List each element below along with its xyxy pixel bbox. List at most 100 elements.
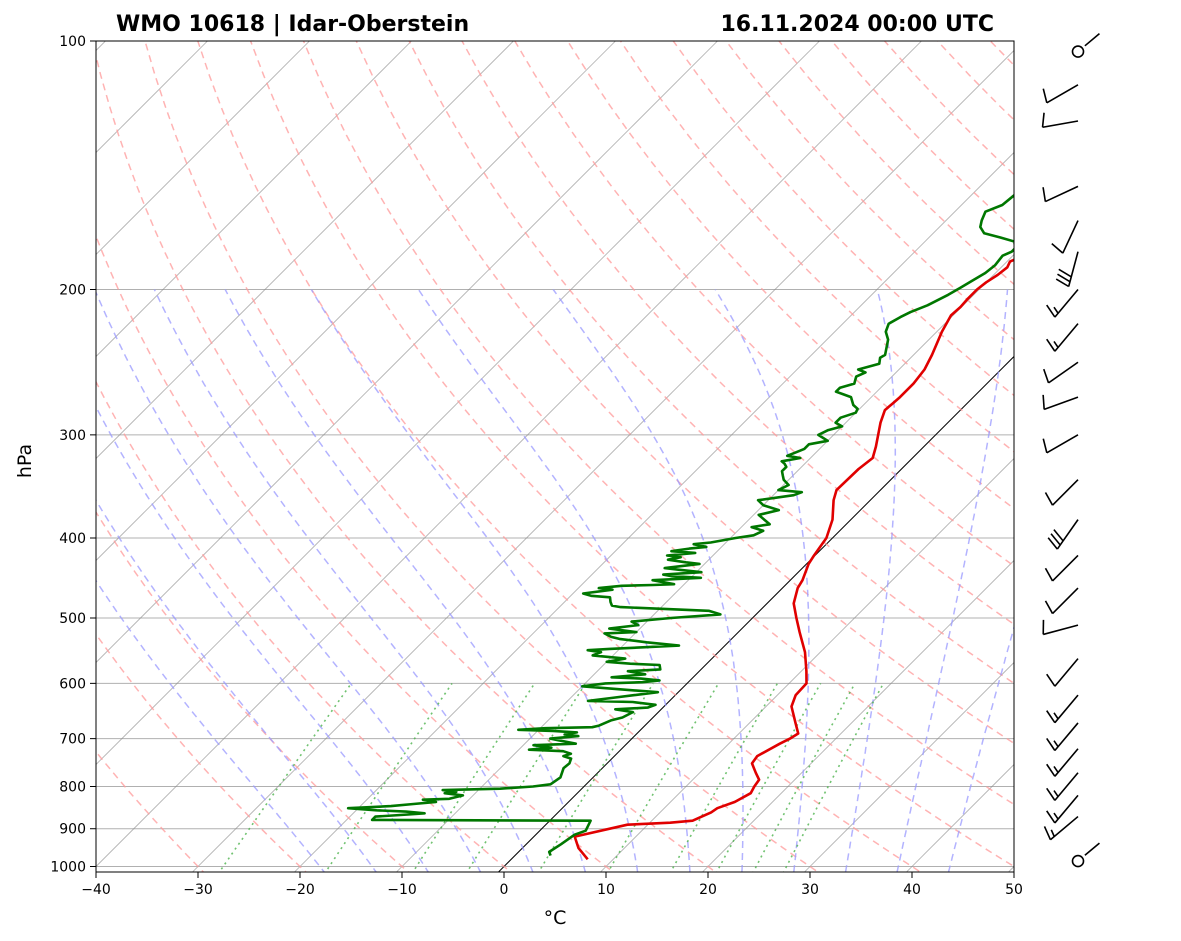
isotherm (96, 41, 514, 460)
x-tick-label: −20 (285, 882, 315, 898)
barb-staff (1049, 815, 1079, 841)
barb-half-flag (1053, 765, 1059, 773)
dry-adiabat (884, 41, 1014, 176)
wind-barb (1046, 748, 1079, 777)
wind-barb (1046, 288, 1079, 318)
y-tick-label: 900 (59, 822, 86, 838)
dry-adiabat (144, 41, 820, 872)
calm-circle (1071, 45, 1085, 58)
moist-adiabat (552, 289, 744, 872)
x-tick-label: 0 (500, 882, 509, 898)
dry-adiabat (514, 41, 1014, 567)
isotherm (96, 41, 922, 868)
dry-adiabat (672, 41, 1014, 397)
barb-flag (1050, 533, 1061, 546)
y-tick-label: 200 (59, 283, 86, 299)
barb-staff (1048, 361, 1079, 384)
dry-adiabat (249, 41, 1014, 868)
barb-flag (1044, 600, 1054, 614)
x-axis-label: °C (544, 907, 567, 929)
wind-barb (1046, 772, 1079, 801)
barb-staff (1054, 748, 1079, 777)
dry-adiabat (725, 41, 1014, 341)
barb-staff (1046, 434, 1079, 454)
mixing-ratio-line (752, 683, 856, 872)
wind-barb (1046, 794, 1079, 824)
barb-half-flag (1053, 306, 1059, 314)
barb-staff (1054, 288, 1079, 318)
y-tick-label: 300 (59, 428, 86, 444)
barb-staff (1051, 587, 1079, 615)
barb-flag (1055, 278, 1070, 288)
y-axis-ticks: 100 200 300 400 500 600 700 800 900 1000 (50, 34, 96, 876)
wind-barb (1042, 434, 1079, 454)
dry-adiabat (566, 41, 1014, 510)
moist-adiabat (96, 579, 326, 872)
isotherm (96, 41, 616, 562)
barb-half-flag (1053, 712, 1059, 720)
calm-circle (1071, 854, 1085, 868)
barb-flag (1042, 438, 1048, 454)
moist-adiabat (417, 289, 691, 872)
barb-staff (1054, 658, 1079, 687)
mixing-ratio-line (715, 683, 822, 872)
moist-adiabat (714, 289, 810, 872)
wind-barbs (1041, 32, 1100, 868)
x-axis-ticks: −40 −30 −20 −10 0 10 20 30 40 50 (81, 872, 1023, 898)
datetime-title: 16.11.2024 00:00 UTC (720, 12, 994, 37)
dry-adiabat (355, 41, 1014, 745)
dry-adiabat (1096, 41, 1181, 884)
dry-adiabat (936, 41, 1014, 121)
mixing-ratio-line (669, 682, 779, 872)
moist-adiabat (96, 290, 482, 872)
moist-adiabat (844, 289, 897, 872)
wind-barb (1042, 394, 1079, 411)
barb-staff (1056, 519, 1079, 550)
x-tick-label: −40 (81, 882, 111, 898)
temperature-profile (573, 258, 1014, 861)
dry-adiabat (96, 234, 615, 872)
isotherm (96, 41, 412, 358)
moist-adiabat (947, 624, 1014, 872)
wind-barb (1047, 519, 1079, 550)
barb-staff (1045, 185, 1079, 203)
barb-staff (1042, 120, 1079, 129)
y-tick-label: 100 (59, 34, 86, 50)
wind-barb (1043, 815, 1079, 841)
barb-flag (1044, 567, 1054, 582)
isotherm (905, 763, 1014, 872)
x-tick-label: 40 (903, 882, 921, 898)
barb-staff (1054, 694, 1079, 724)
barb-flag (1046, 710, 1056, 724)
barb-flag (1046, 673, 1056, 687)
dry-adiabat (1149, 41, 1181, 884)
barb-flag (1041, 112, 1045, 128)
barb-staff (1062, 220, 1079, 254)
mixing-ratio-line (607, 682, 720, 872)
barb-half-flag (1053, 812, 1059, 820)
barb-flag (1046, 304, 1056, 318)
barb-flag (1042, 187, 1047, 202)
isotherm (191, 49, 1014, 872)
isotherm (395, 253, 1014, 872)
isotherm (599, 457, 1014, 872)
dry-adiabat (96, 53, 717, 872)
barb-staff (1084, 32, 1100, 47)
barb-half-flag (1053, 740, 1059, 748)
moist-adiabat (310, 289, 639, 872)
plot-frame (95, 40, 1015, 873)
x-tick-label: −10 (387, 882, 417, 898)
barb-flag (1046, 787, 1056, 801)
barb-staff (1043, 624, 1079, 636)
dry-adiabat (96, 633, 307, 872)
moist-adiabat (153, 289, 534, 872)
moist-adiabat (96, 405, 430, 872)
moist-adiabat (224, 289, 587, 872)
barb-staff (1054, 722, 1079, 752)
barb-flag (1046, 763, 1056, 777)
mixing-ratio-line (537, 682, 654, 872)
barb-staff (1054, 772, 1079, 801)
moist-adiabat (96, 498, 378, 872)
barb-staff (1051, 479, 1079, 506)
